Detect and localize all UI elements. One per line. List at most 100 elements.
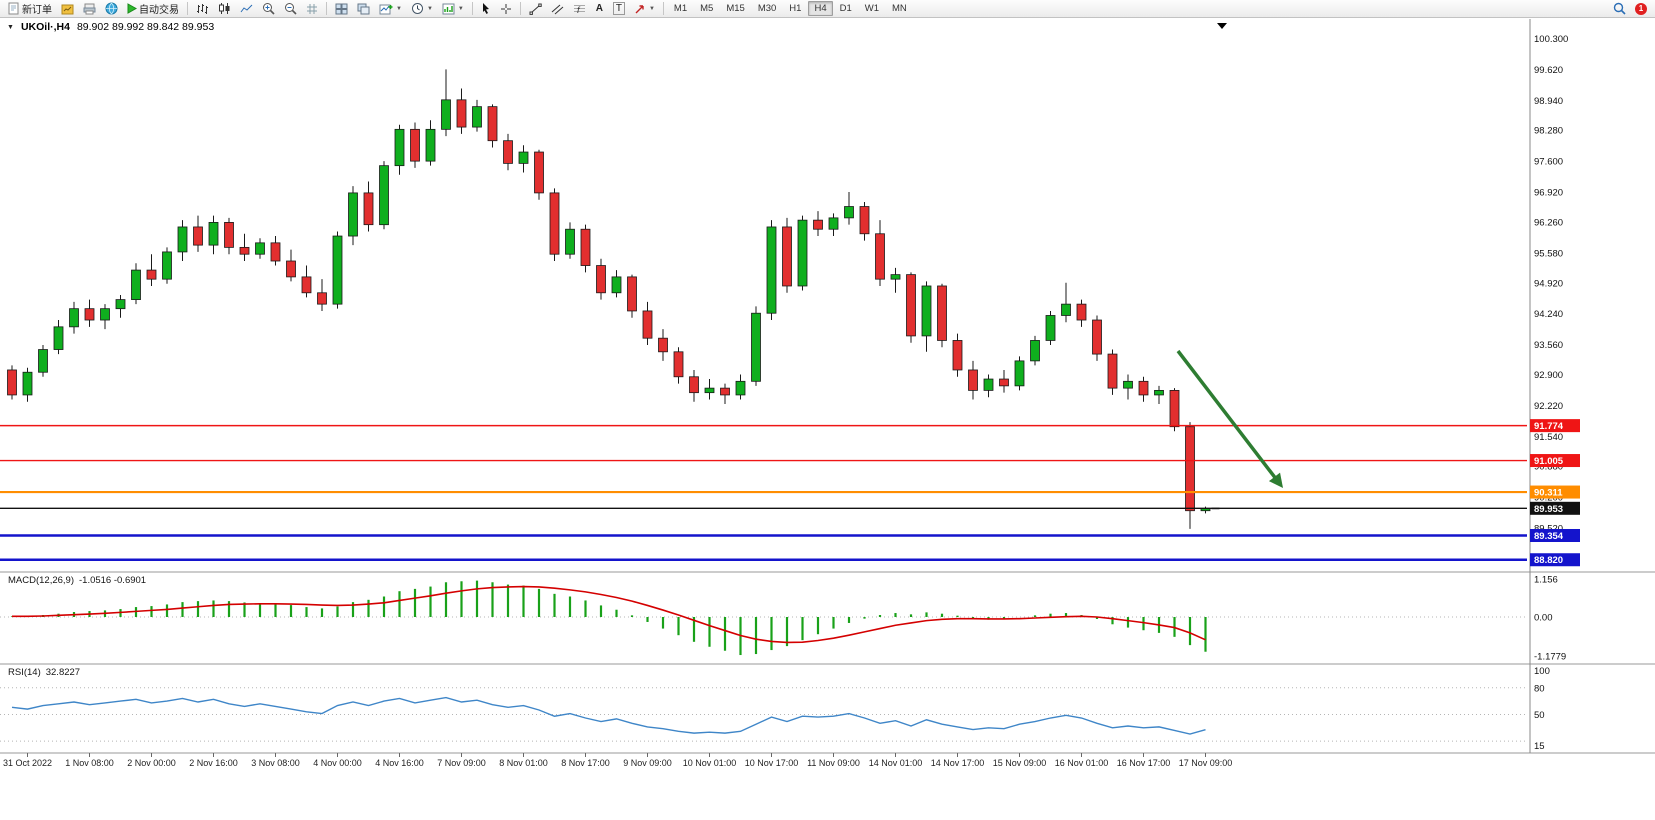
tile-windows-button[interactable] xyxy=(331,1,352,17)
svg-text:91.774: 91.774 xyxy=(1534,421,1564,432)
svg-text:89.520: 89.520 xyxy=(1534,523,1563,534)
text-icon: A xyxy=(595,3,603,14)
play-icon xyxy=(127,3,137,14)
profiles-button[interactable] xyxy=(57,1,78,17)
chevron-down-icon: ▼ xyxy=(426,5,433,12)
trend-arrow[interactable] xyxy=(1176,349,1283,488)
toolbar-separator xyxy=(187,2,188,15)
svg-text:100: 100 xyxy=(1534,666,1550,677)
channel-icon xyxy=(551,3,564,15)
timeframe-d1[interactable]: D1 xyxy=(839,3,852,14)
new-order-button[interactable]: 新订单 xyxy=(4,1,56,17)
svg-text:15: 15 xyxy=(1534,741,1545,752)
svg-text:2 Nov 16:00: 2 Nov 16:00 xyxy=(189,758,238,768)
price-axis[interactable]: 100.300 99.620 98.940 98.280 97.600 96.920 96.… xyxy=(1534,34,1568,752)
new-chart-icon xyxy=(379,3,393,15)
panel-frame xyxy=(0,19,1655,754)
new-chart-button[interactable]: ▼ xyxy=(375,1,406,17)
svg-text:92.900: 92.900 xyxy=(1534,370,1563,381)
arrows-button[interactable]: ▼ xyxy=(630,1,659,17)
svg-text:96.260: 96.260 xyxy=(1534,217,1563,228)
svg-text:3 Nov 08:00: 3 Nov 08:00 xyxy=(251,758,300,768)
candlestick-chart-button[interactable] xyxy=(214,1,235,17)
timeframe-w1[interactable]: W1 xyxy=(864,3,880,14)
svg-text:90.880: 90.880 xyxy=(1534,462,1563,473)
text-label-icon: T xyxy=(612,2,625,15)
svg-text:14 Nov 17:00: 14 Nov 17:00 xyxy=(931,758,985,768)
svg-text:2 Nov 00:00: 2 Nov 00:00 xyxy=(127,758,176,768)
svg-text:98.940: 98.940 xyxy=(1534,96,1563,107)
svg-text:8 Nov 01:00: 8 Nov 01:00 xyxy=(499,758,548,768)
toolbar-separator xyxy=(326,2,327,15)
zoom-in-button[interactable] xyxy=(258,1,279,17)
svg-text:14 Nov 01:00: 14 Nov 01:00 xyxy=(869,758,923,768)
svg-text:8 Nov 17:00: 8 Nov 17:00 xyxy=(561,758,610,768)
chevron-down-icon: ▼ xyxy=(396,5,402,12)
auto-trading-button[interactable]: 自动交易 xyxy=(123,1,183,17)
timeframe-m5[interactable]: M5 xyxy=(700,3,714,14)
indicators-button[interactable]: ▼ xyxy=(438,1,468,17)
search-icon xyxy=(1613,2,1626,15)
line-chart-button[interactable] xyxy=(236,1,257,17)
text-label-button[interactable]: T xyxy=(609,1,629,17)
chart-menu-icon[interactable]: ▼ xyxy=(7,23,14,31)
svg-text:100.300: 100.300 xyxy=(1534,34,1568,45)
cascade-windows-button[interactable] xyxy=(353,1,374,17)
zoom-out-button[interactable] xyxy=(280,1,301,17)
print-button[interactable] xyxy=(79,1,100,17)
svg-text:4 Nov 16:00: 4 Nov 16:00 xyxy=(375,758,424,768)
rsi-name: RSI(14) xyxy=(8,667,41,678)
macd-indicator xyxy=(10,580,1207,656)
timeframe-m15[interactable]: M15 xyxy=(726,3,745,14)
channel-button[interactable] xyxy=(547,1,568,17)
bar-chart-button[interactable] xyxy=(192,1,213,17)
text-button[interactable]: A xyxy=(591,1,608,17)
svg-text:16 Nov 17:00: 16 Nov 17:00 xyxy=(1117,758,1171,768)
timeframe-m30[interactable]: M30 xyxy=(757,3,777,14)
scroll-end-marker[interactable] xyxy=(1217,23,1227,29)
svg-text:10 Nov 01:00: 10 Nov 01:00 xyxy=(683,758,737,768)
svg-text:16 Nov 01:00: 16 Nov 01:00 xyxy=(1055,758,1109,768)
macd-name: MACD(12,26,9) xyxy=(8,575,74,586)
crosshair-button[interactable] xyxy=(496,1,516,17)
svg-text:92.220: 92.220 xyxy=(1534,401,1563,412)
timeframe-h1[interactable]: H1 xyxy=(789,3,802,14)
timeframe-h4[interactable]: H4 xyxy=(808,1,833,16)
main-toolbar: 新订单 自动交易 ▼ ▼ xyxy=(0,0,1655,18)
zoom-in-icon xyxy=(262,2,275,15)
grid-icon xyxy=(306,3,318,15)
svg-text:17 Nov 09:00: 17 Nov 09:00 xyxy=(1179,758,1233,768)
svg-text:7 Nov 09:00: 7 Nov 09:00 xyxy=(437,758,486,768)
crosshair-icon xyxy=(500,3,512,15)
svg-text:94.240: 94.240 xyxy=(1534,309,1563,320)
cursor-arrow-icon xyxy=(481,2,491,15)
arrow-stamp-icon xyxy=(634,3,646,15)
timeframe-mn[interactable]: MN xyxy=(892,3,907,14)
notification-badge: 1 xyxy=(1635,2,1647,15)
rsi-label: RSI(14) 32.8227 xyxy=(8,667,80,678)
candlestick-series xyxy=(7,69,1211,529)
indicator-levels xyxy=(0,616,1527,742)
svg-text:90.311: 90.311 xyxy=(1534,488,1563,499)
community-button[interactable] xyxy=(101,1,122,17)
svg-text:80: 80 xyxy=(1534,683,1545,694)
search-button[interactable] xyxy=(1609,1,1630,17)
svg-text:89.953: 89.953 xyxy=(1534,504,1563,515)
svg-text:9 Nov 09:00: 9 Nov 09:00 xyxy=(623,758,672,768)
grid-button[interactable] xyxy=(302,1,322,17)
print-icon xyxy=(83,3,96,15)
ohlc-bars-icon xyxy=(196,3,209,15)
svg-text:98.280: 98.280 xyxy=(1534,126,1563,137)
periods-button[interactable]: ▼ xyxy=(407,1,437,17)
trendline-button[interactable] xyxy=(525,1,546,17)
fibonacci-button[interactable]: f xyxy=(569,1,590,17)
timeframe-m1[interactable]: M1 xyxy=(673,3,688,14)
svg-text:f: f xyxy=(577,5,581,15)
time-axis[interactable]: 31 Oct 2022 1 Nov 08:00 2 Nov 00:00 2 Nov 1… xyxy=(3,753,1232,768)
price-tags: 91.774 91.005 90.311 89.953 89.354 88.820 xyxy=(1530,419,1580,567)
svg-text:91.005: 91.005 xyxy=(1534,456,1564,467)
cursor-button[interactable] xyxy=(477,1,495,17)
tile-windows-icon xyxy=(335,3,348,15)
notifications-button[interactable]: 1 xyxy=(1631,1,1651,17)
